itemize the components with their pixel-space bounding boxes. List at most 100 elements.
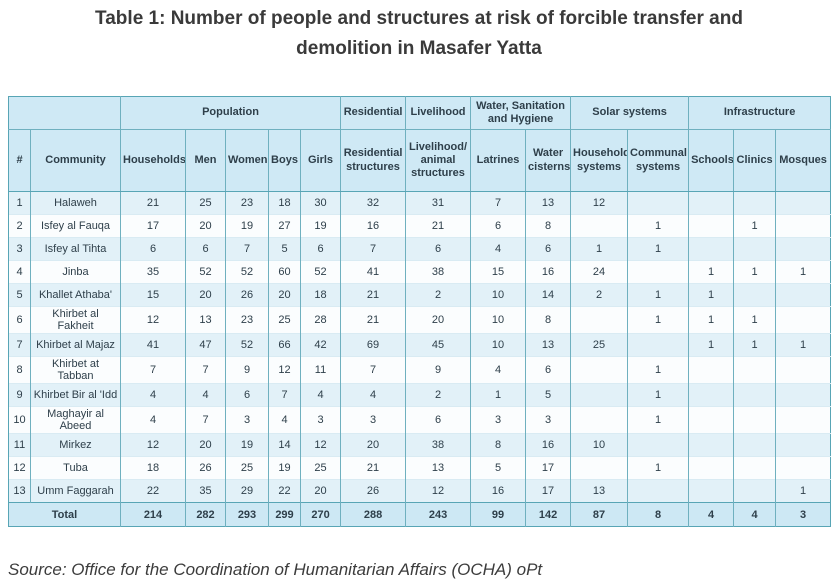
value-cell: 7 <box>340 237 406 261</box>
value-cell: 2 <box>570 283 628 307</box>
row-number-cell: 9 <box>8 383 31 407</box>
value-cell <box>627 260 689 284</box>
table-row: 7 Khirbet al Majaz 41 47 52 66 42 69 45 10 13 25 1 1 1 <box>8 333 831 357</box>
value-cell: 18 <box>268 191 301 215</box>
value-cell <box>570 406 628 434</box>
value-cell: 7 <box>470 191 526 215</box>
value-cell: 10 <box>470 306 526 334</box>
value-cell: 13 <box>570 479 628 503</box>
value-cell: 27 <box>268 214 301 238</box>
value-cell <box>733 191 776 215</box>
total-label-cell: Total <box>8 502 121 527</box>
value-cell: 17 <box>525 456 571 480</box>
col-header-communal-systems: Communal systems <box>627 129 689 192</box>
value-cell: 38 <box>405 433 471 457</box>
total-value-cell: 3 <box>775 502 831 527</box>
value-cell: 2 <box>405 383 471 407</box>
value-cell: 4 <box>185 383 226 407</box>
value-cell: 20 <box>268 283 301 307</box>
value-cell <box>570 383 628 407</box>
col-header-men: Men <box>185 129 226 192</box>
value-cell <box>627 479 689 503</box>
value-cell <box>775 306 831 334</box>
value-cell: 6 <box>120 237 186 261</box>
value-cell: 69 <box>340 333 406 357</box>
value-cell <box>775 283 831 307</box>
col-header-mosques: Mosques <box>775 129 831 192</box>
value-cell: 35 <box>120 260 186 284</box>
value-cell: 41 <box>120 333 186 357</box>
group-header-population: Population <box>119 96 341 130</box>
risk-table: Population Residential Livelihood Water,… <box>8 96 832 527</box>
value-cell: 18 <box>299 283 341 307</box>
value-cell <box>733 237 776 261</box>
value-cell: 7 <box>120 356 186 384</box>
value-cell: 19 <box>225 214 269 238</box>
value-cell: 1 <box>570 237 628 261</box>
column-header-row: # Community Households Men Women Boys Gi… <box>8 129 831 192</box>
value-cell: 52 <box>299 260 341 284</box>
value-cell: 4 <box>120 406 186 434</box>
value-cell <box>627 191 689 215</box>
value-cell: 16 <box>525 433 571 457</box>
value-cell: 3 <box>470 406 526 434</box>
value-cell <box>688 433 734 457</box>
value-cell <box>775 237 831 261</box>
value-cell <box>688 356 734 384</box>
table-row: 12 Tuba 18 26 25 19 25 21 13 5 17 1 <box>8 456 831 480</box>
value-cell: 7 <box>225 237 269 261</box>
value-cell: 6 <box>405 237 471 261</box>
col-header-number: # <box>8 129 31 192</box>
value-cell: 45 <box>405 333 471 357</box>
value-cell <box>775 191 831 215</box>
value-cell: 1 <box>627 214 689 238</box>
row-number-cell: 2 <box>8 214 31 238</box>
value-cell: 3 <box>340 406 406 434</box>
value-cell: 16 <box>470 479 526 503</box>
table-row: 2 Isfey al Fauqa 17 20 19 27 19 16 21 6 8 1 1 <box>8 214 831 238</box>
value-cell: 20 <box>405 306 471 334</box>
value-cell: 9 <box>405 356 471 384</box>
row-number-cell: 13 <box>8 479 31 503</box>
value-cell: 25 <box>268 306 301 334</box>
value-cell: 3 <box>525 406 571 434</box>
value-cell <box>733 433 776 457</box>
value-cell: 25 <box>299 456 341 480</box>
value-cell: 26 <box>185 456 226 480</box>
table-row: 6 Khirbet al Fakheit 12 13 23 25 28 21 20 10 8 1 1 1 <box>8 306 831 334</box>
value-cell: 6 <box>299 237 341 261</box>
row-number-cell: 3 <box>8 237 31 261</box>
community-cell: Tuba <box>30 456 121 480</box>
community-cell: Mirkez <box>30 433 121 457</box>
value-cell: 1 <box>627 383 689 407</box>
value-cell: 5 <box>470 456 526 480</box>
total-value-cell: 4 <box>688 502 734 527</box>
value-cell: 7 <box>268 383 301 407</box>
value-cell: 16 <box>525 260 571 284</box>
value-cell: 21 <box>340 456 406 480</box>
value-cell: 16 <box>340 214 406 238</box>
total-value-cell: 293 <box>225 502 269 527</box>
row-number-cell: 11 <box>8 433 31 457</box>
value-cell <box>733 283 776 307</box>
value-cell: 1 <box>688 306 734 334</box>
value-cell: 52 <box>225 260 269 284</box>
value-cell: 1 <box>733 260 776 284</box>
value-cell: 12 <box>120 306 186 334</box>
value-cell: 26 <box>340 479 406 503</box>
value-cell: 22 <box>268 479 301 503</box>
value-cell: 1 <box>688 283 734 307</box>
value-cell: 26 <box>225 283 269 307</box>
value-cell: 23 <box>225 191 269 215</box>
value-cell: 1 <box>627 456 689 480</box>
total-row: Total 214 282 293 299 270 288 243 99 142 87 8 4 4 3 <box>8 502 831 527</box>
value-cell: 4 <box>470 356 526 384</box>
value-cell <box>688 214 734 238</box>
value-cell: 1 <box>627 283 689 307</box>
value-cell: 13 <box>185 306 226 334</box>
community-cell: Isfey al Fauqa <box>30 214 121 238</box>
value-cell: 47 <box>185 333 226 357</box>
group-header-livelihood: Livelihood <box>405 96 471 130</box>
col-header-schools: Schools <box>688 129 734 192</box>
value-cell: 20 <box>299 479 341 503</box>
